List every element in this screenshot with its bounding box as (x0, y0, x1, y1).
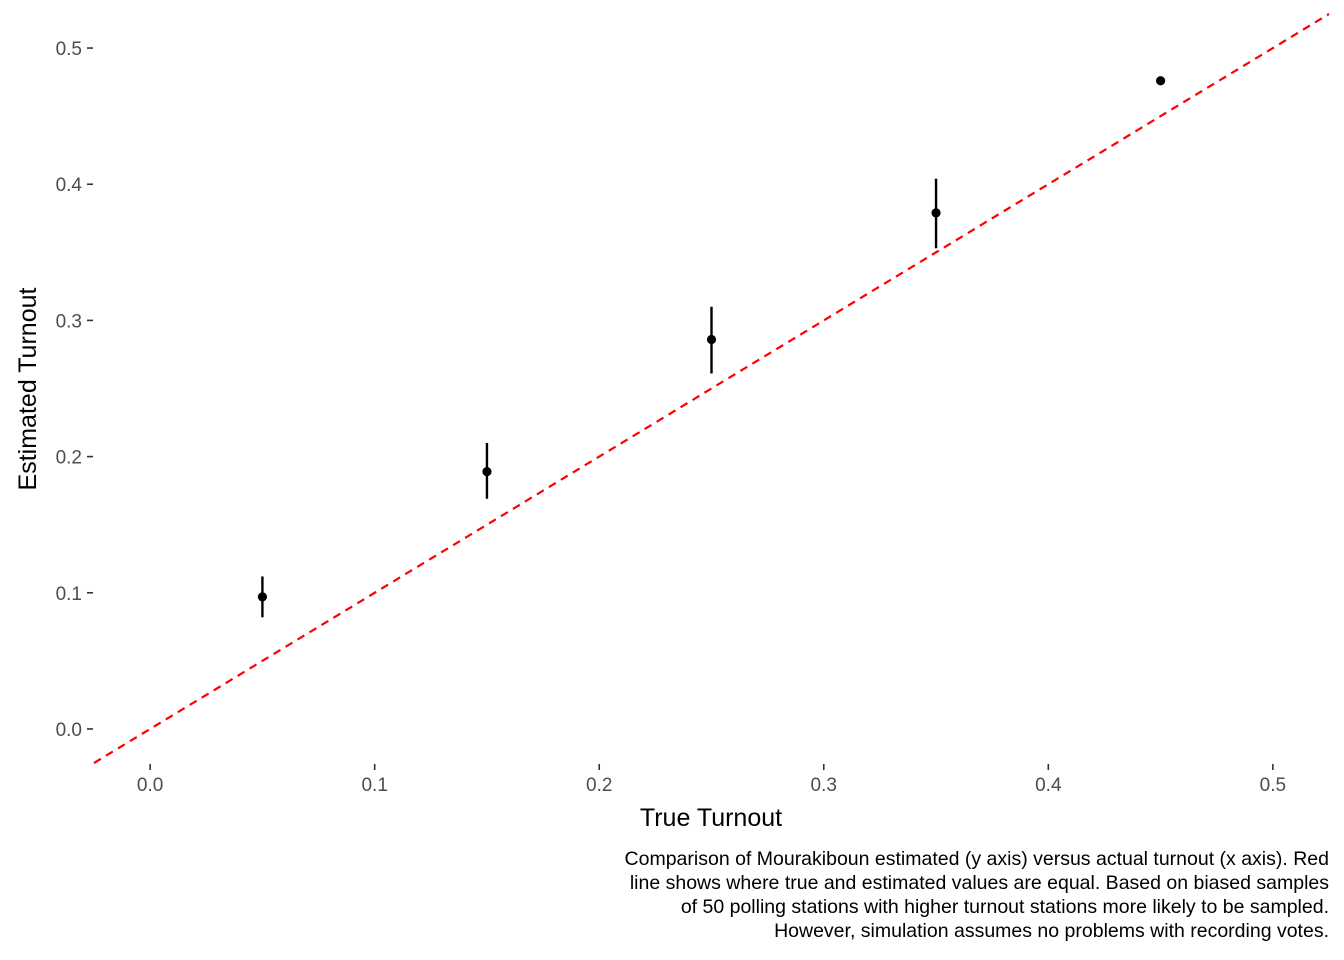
equality-reference-line (93, 13, 1330, 764)
y-tick-label: 0.5 (56, 39, 82, 60)
data-point-5 (1155, 76, 1166, 86)
data-point-2 (482, 466, 492, 477)
plot-area (93, 13, 1330, 764)
data-point-1 (257, 592, 268, 602)
error-bars (261, 178, 938, 618)
data-point-4 (931, 208, 941, 218)
y-axis-title: Estimated Turnout (14, 288, 42, 491)
caption-line-4: However, simulation assumes no problems … (774, 920, 1329, 942)
y-tick-label: 0.4 (56, 175, 83, 196)
x-axis-title: True Turnout (640, 804, 782, 832)
caption-line-3: of 50 polling stations with higher turno… (681, 896, 1329, 918)
data-point-3 (706, 334, 717, 345)
x-tick-label: 0.4 (1035, 775, 1062, 796)
x-tick-label: 0.1 (361, 775, 387, 796)
x-tick-label: 0.3 (811, 775, 837, 796)
caption-line-2: line shows where true and estimated valu… (630, 872, 1329, 894)
y-tick-label: 0.3 (56, 311, 82, 332)
chart-caption: Comparison of Mourakiboun estimated (y a… (625, 848, 1330, 942)
y-tick-label: 0.1 (56, 584, 82, 605)
y-axis: 0.0 0.1 0.2 0.3 0.4 0.5 (56, 39, 93, 741)
data-points (257, 76, 1166, 602)
caption-line-1: Comparison of Mourakiboun estimated (y a… (625, 848, 1329, 870)
x-tick-label: 0.2 (586, 775, 612, 796)
x-axis: 0.0 0.1 0.2 0.3 0.4 0.5 (137, 764, 1286, 796)
x-tick-label: 0.0 (137, 775, 163, 796)
y-tick-label: 0.0 (56, 720, 82, 741)
x-tick-label: 0.5 (1260, 775, 1286, 796)
y-tick-label: 0.2 (56, 448, 82, 469)
